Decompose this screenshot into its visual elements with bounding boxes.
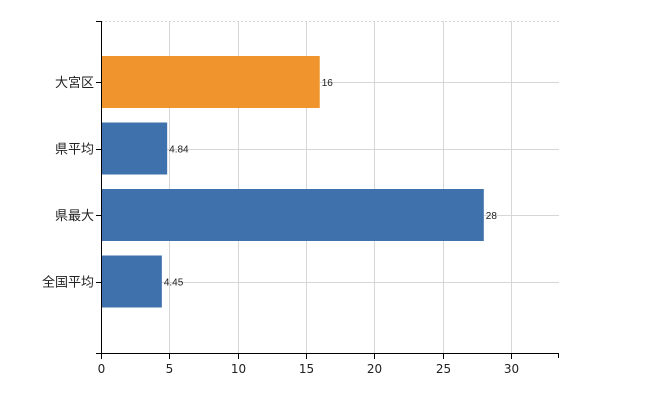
data-label-3: 4.45 <box>164 278 184 289</box>
bars <box>101 56 484 308</box>
x-tick-label-0: 0 <box>98 362 106 376</box>
x-tick-label-30: 30 <box>504 362 519 376</box>
x-tick-label-15: 15 <box>299 362 314 376</box>
bar-2 <box>101 189 484 241</box>
bar-1 <box>101 122 168 175</box>
x-tick-label-25: 25 <box>436 362 451 376</box>
bar-0 <box>101 56 320 108</box>
category-label-3: 全国平均 <box>42 275 94 291</box>
category-label-1: 県平均 <box>55 143 94 158</box>
data-label-1: 4.84 <box>169 145 189 156</box>
bar-3 <box>101 255 162 308</box>
data-label-2: 28 <box>486 211 498 222</box>
data-labels: 16 4.84 28 4.45 <box>164 78 498 289</box>
category-label-0: 大宮区 <box>55 75 94 91</box>
x-tick-label-10: 10 <box>231 362 246 376</box>
x-tick-label-5: 5 <box>166 362 174 376</box>
data-label-0: 16 <box>322 78 334 89</box>
x-tick-label-20: 20 <box>367 362 382 376</box>
category-label-2: 県最大 <box>55 209 94 224</box>
